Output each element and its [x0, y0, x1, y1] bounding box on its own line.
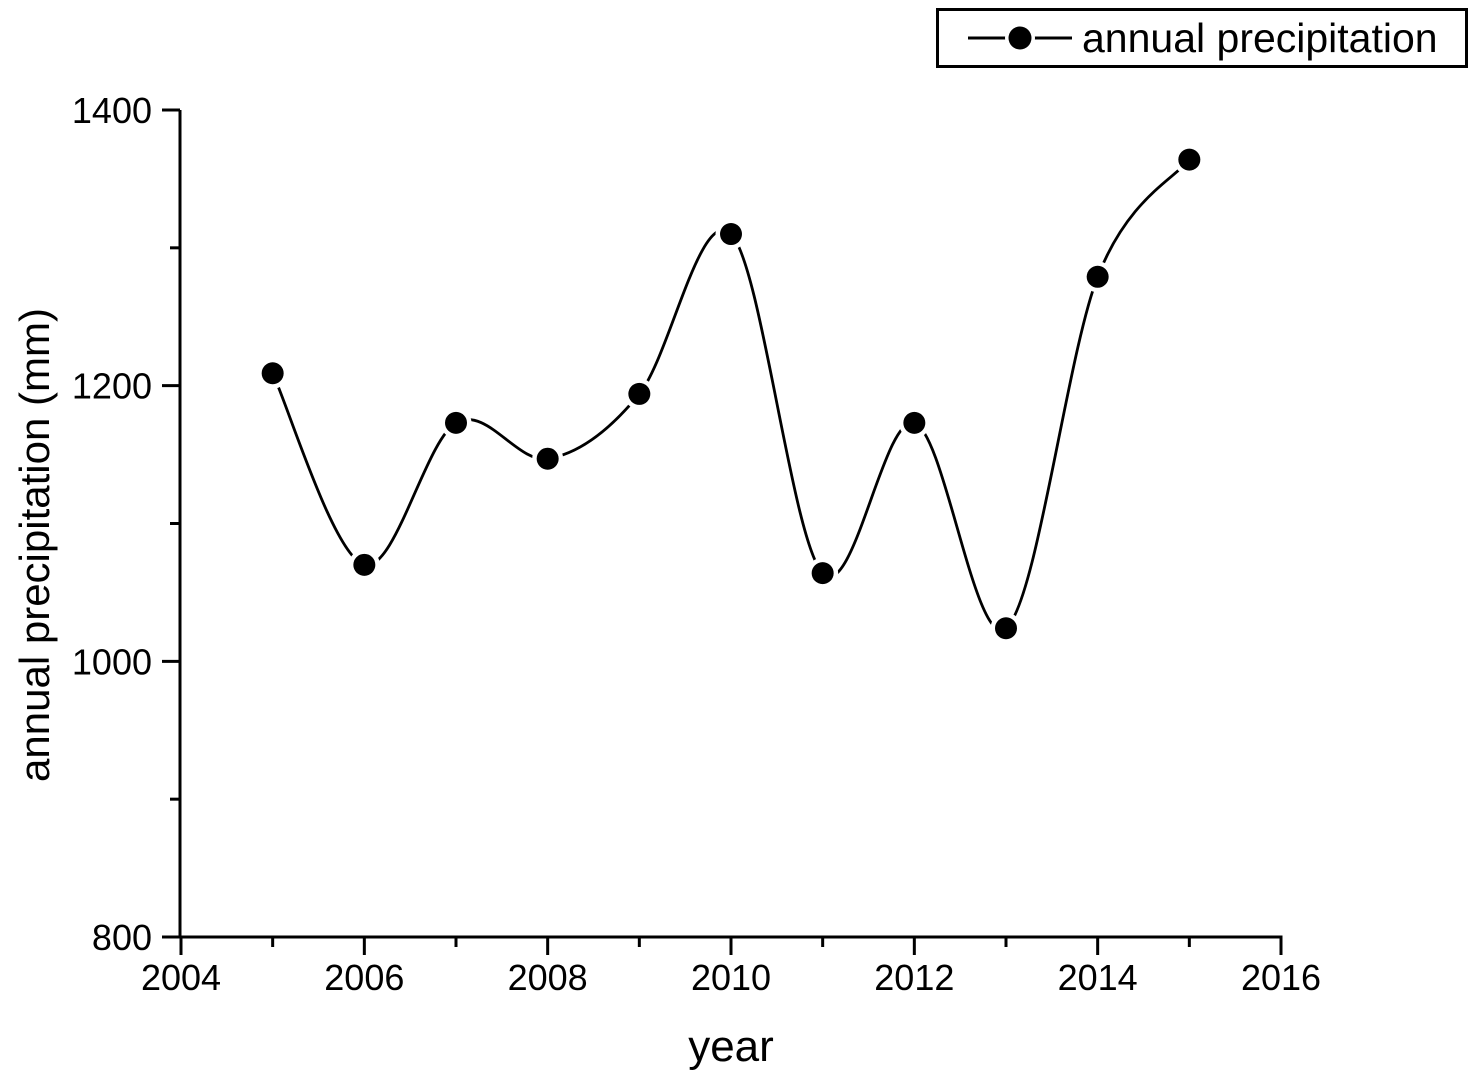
x-axis-title: year	[688, 1022, 774, 1071]
y-tick-label: 1400	[72, 90, 152, 131]
y-axis-title: annual precipitation (mm)	[11, 308, 58, 782]
legend-label: annual precipitation	[1082, 14, 1438, 61]
x-tick-label: 2010	[691, 957, 771, 998]
data-point	[995, 617, 1017, 640]
x-tick-label: 2004	[141, 957, 221, 998]
data-point	[445, 411, 467, 434]
data-point	[261, 362, 284, 385]
data-point	[903, 411, 926, 434]
data-point	[720, 223, 742, 246]
x-tick-label: 2006	[324, 957, 404, 998]
data-point	[1178, 148, 1201, 171]
data-line	[271, 158, 1191, 632]
x-tick-label: 2016	[1241, 957, 1321, 998]
data-point	[811, 562, 834, 585]
data-point	[1086, 265, 1109, 288]
y-tick-label: 800	[92, 917, 152, 958]
x-tick-label: 2012	[874, 957, 954, 998]
x-tick-label: 2008	[508, 957, 588, 998]
data-point	[536, 447, 559, 470]
x-tick-label: 2014	[1058, 957, 1138, 998]
data-point	[628, 382, 651, 405]
y-tick-label: 1200	[72, 366, 152, 407]
legend-line-marker-icon	[968, 23, 1072, 53]
data-point	[353, 553, 376, 576]
legend-box: annual precipitation	[936, 8, 1468, 68]
y-tick-label: 1000	[72, 641, 152, 682]
